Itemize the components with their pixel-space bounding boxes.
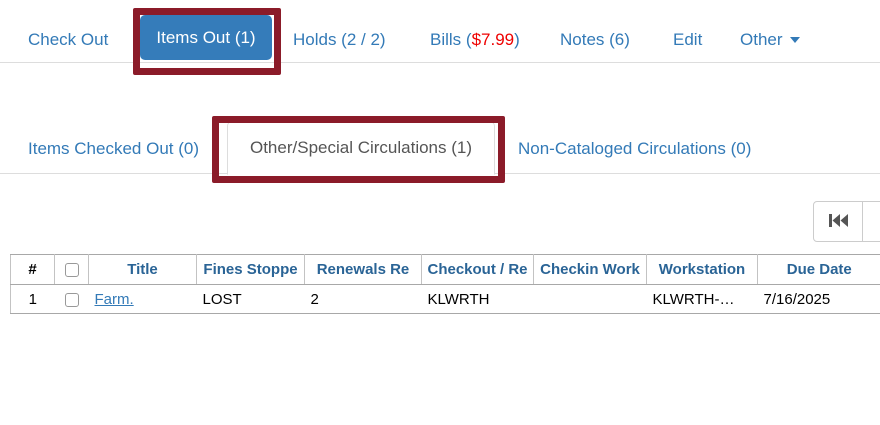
pager-first-page-button[interactable] <box>813 201 863 242</box>
column-header-due-date[interactable]: Due Date <box>757 254 880 285</box>
column-header-workstation[interactable]: Workstation <box>646 254 758 285</box>
column-header-fines-stopped[interactable]: Fines Stoppe <box>196 254 305 285</box>
skip-to-first-icon <box>828 213 849 231</box>
tab-items-out-active[interactable]: Items Out (1) <box>140 15 272 60</box>
cell-renewals-remaining: 2 <box>304 284 422 314</box>
subtab-items-checked-out[interactable]: Items Checked Out (0) <box>28 139 200 158</box>
column-header-select-all <box>54 254 89 285</box>
title-link[interactable]: Farm. <box>94 290 134 308</box>
table-row: 1 Farm. LOST 2 KLWRTH KLWRTH-… 7/16/2025 <box>10 284 880 314</box>
column-header-checkout-renewal-library[interactable]: Checkout / Re <box>421 254 534 285</box>
other-menu-label: Other <box>740 30 783 49</box>
column-header-row-number[interactable]: # <box>10 254 55 285</box>
cell-fines-stopped: LOST <box>196 284 305 314</box>
column-header-checkin-workstation[interactable]: Checkin Work <box>533 254 647 285</box>
bills-label-prefix: Bills ( <box>430 30 472 49</box>
tab-notes[interactable]: Notes (6) <box>560 30 630 49</box>
patron-tab-bar: Check Out Items Out (1) Holds (2 / 2) Bi… <box>0 0 880 63</box>
items-out-subtab-bar: Items Checked Out (0) Other/Special Circ… <box>0 63 880 175</box>
grid-pager <box>813 201 880 242</box>
subtab-other-special-circulations-active[interactable]: Other/Special Circulations (1) <box>227 121 495 175</box>
tab-edit[interactable]: Edit <box>673 30 703 49</box>
pager-next-button[interactable] <box>863 201 880 242</box>
column-header-title[interactable]: Title <box>88 254 197 285</box>
tab-check-out[interactable]: Check Out <box>28 30 109 49</box>
cell-workstation: KLWRTH-… <box>646 284 758 314</box>
circulations-table: # Title Fines Stoppe Renewals Re Checkou… <box>10 254 880 314</box>
cell-row-number: 1 <box>10 284 55 314</box>
column-header-renewals-remaining[interactable]: Renewals Re <box>304 254 422 285</box>
tab-holds[interactable]: Holds (2 / 2) <box>293 30 386 49</box>
bills-label-suffix: ) <box>514 30 520 49</box>
cell-due-date: 7/16/2025 <box>757 284 880 314</box>
cell-title: Farm. <box>88 284 197 314</box>
subtab-non-cataloged-circulations[interactable]: Non-Cataloged Circulations (0) <box>518 139 752 158</box>
select-all-checkbox[interactable] <box>64 263 79 278</box>
row-checkbox[interactable] <box>64 292 79 307</box>
bills-amount: $7.99 <box>471 30 515 49</box>
other-menu-button[interactable]: Other <box>740 30 800 50</box>
caret-down-icon <box>789 37 800 43</box>
table-header-row: # Title Fines Stoppe Renewals Re Checkou… <box>10 254 880 285</box>
cell-checkin-workstation <box>533 284 647 314</box>
cell-select <box>54 284 89 314</box>
cell-checkout-renewal-library: KLWRTH <box>421 284 534 314</box>
tab-bills[interactable]: Bills ($7.99) <box>430 30 520 50</box>
